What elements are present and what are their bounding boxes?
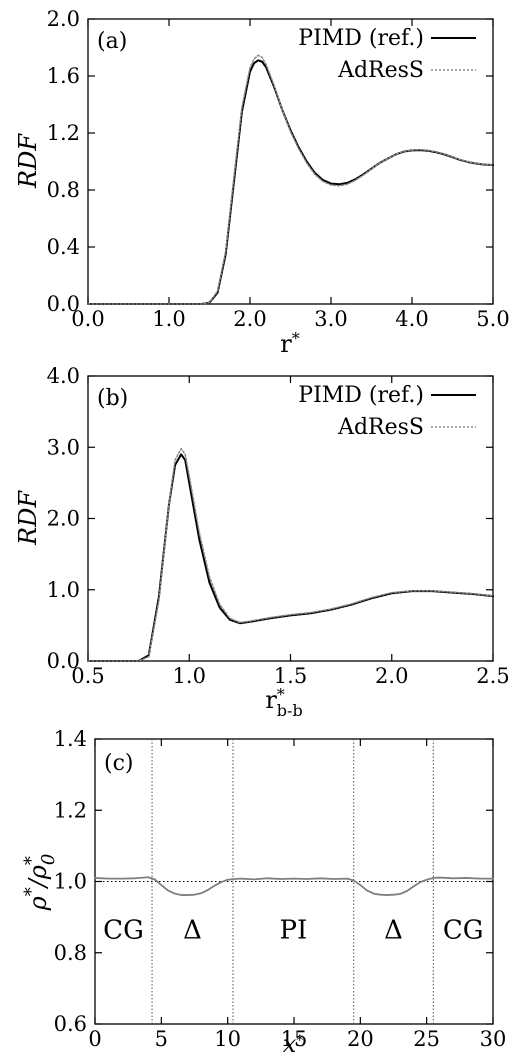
region-label-1: Δ [183, 916, 202, 946]
y-tick-label-a-5: 2.0 [47, 7, 80, 31]
panel-b: 0.5 1.0 1.5 2.0 2.5 0.0 1.0 2.0 3.0 4.0 (b) PIMD… [14, 364, 510, 720]
legend-label-adress-b: AdResS [337, 415, 424, 440]
panel-label-a: (a) [97, 29, 127, 54]
y-tick-label-c-0: 0.6 [54, 1012, 87, 1036]
x-tick-label-a-1: 1.0 [152, 307, 185, 331]
y-axis-label-c: ρ*/ρ*0 [21, 854, 59, 912]
y-tick-label-a-2: 0.8 [47, 178, 80, 202]
y-axis-label-a: RDF [14, 133, 42, 189]
series-line-c-0 [94, 876, 494, 896]
y-tick-label-c-1: 0.8 [54, 941, 87, 965]
x-tick-label-a-2: 2.0 [233, 307, 266, 331]
legend-b: PIMD (ref.) AdResS [298, 383, 476, 440]
y-tick-label-a-0: 0.0 [47, 292, 80, 316]
x-tick-label-c-3: 15 [281, 1027, 308, 1051]
region-label-2: PI [279, 916, 307, 946]
x-tick-label-b-4: 2.5 [476, 664, 509, 688]
series-line-b-1 [87, 447, 494, 662]
x-tick-label-c-6: 30 [480, 1027, 507, 1051]
lines-a [87, 54, 494, 305]
x-tick-label-a-3: 3.0 [314, 307, 347, 331]
x-tick-label-c-0: 0 [88, 1027, 101, 1051]
region-label-4: CG [443, 916, 484, 946]
y-tick-label-a-3: 1.2 [47, 121, 80, 145]
x-tick-label-a-0: 0.0 [71, 307, 104, 331]
x-tick-label-b-2: 1.5 [274, 664, 307, 688]
legend-label-adress-a: AdResS [337, 58, 424, 83]
y-tick-label-c-3: 1.2 [54, 798, 87, 822]
x-tick-label-c-2: 10 [214, 1027, 241, 1051]
x-ticks-c: 0 5 10 15 20 25 30 [88, 739, 506, 1051]
x-tick-label-c-1: 5 [155, 1027, 168, 1051]
panel-a: 0.0 1.0 2.0 3.0 4.0 5.0 0.0 0.4 0.8 1.2 1.6 2.0 (a… [14, 7, 510, 358]
x-tick-label-b-0: 0.5 [71, 664, 104, 688]
legend-label-pimd-a: PIMD (ref.) [298, 26, 424, 51]
x-ticks-b: 0.5 1.0 1.5 2.0 2.5 [71, 376, 510, 688]
y-tick-label-b-2: 2.0 [47, 507, 80, 531]
panel-label-c: (c) [104, 751, 134, 776]
x-axis-label-c: x* [283, 1030, 304, 1057]
y-tick-label-b-4: 4.0 [47, 364, 80, 388]
y-tick-label-a-1: 0.4 [47, 235, 80, 259]
series-line-a-0 [87, 59, 494, 305]
region-label-0: CG [103, 916, 144, 946]
y-tick-label-a-4: 1.6 [47, 64, 80, 88]
x-tick-label-b-3: 2.0 [375, 664, 408, 688]
y-ticks-b: 0.0 1.0 2.0 3.0 4.0 [47, 364, 493, 673]
region-label-3: Δ [384, 916, 403, 946]
series-line-b-0 [87, 453, 494, 662]
y-tick-label-b-3: 3.0 [47, 435, 80, 459]
lines-c [94, 876, 494, 896]
plot-frame-a [87, 18, 494, 305]
panel-c: 0 5 10 15 20 25 30 0.6 0.8 1.0 1.2 1.4 CG Δ PI Δ CG (c… [21, 727, 506, 1057]
plot-frame-b [87, 375, 494, 662]
y-axis-label-b: RDF [14, 490, 42, 546]
x-tick-label-c-5: 25 [413, 1027, 440, 1051]
y-ticks-a: 0.0 0.4 0.8 1.2 1.6 2.0 [47, 7, 493, 316]
series-line-a-1 [87, 54, 494, 305]
x-tick-label-b-1: 1.0 [173, 664, 206, 688]
x-axis-label-b: r* b-b [265, 685, 302, 720]
legend-label-pimd-b: PIMD (ref.) [298, 383, 424, 408]
y-tick-label-b-1: 1.0 [47, 578, 80, 602]
x-tick-label-c-4: 20 [347, 1027, 374, 1051]
y-tick-label-c-4: 1.4 [54, 727, 87, 751]
y-tick-label-b-0: 0.0 [47, 649, 80, 673]
x-tick-label-a-4: 4.0 [395, 307, 428, 331]
region-labels-c: CG Δ PI Δ CG [103, 916, 483, 946]
panel-label-b: (b) [97, 386, 128, 411]
x-ticks-a: 0.0 1.0 2.0 3.0 4.0 5.0 [71, 19, 510, 331]
legend-a: PIMD (ref.) AdResS [298, 26, 476, 83]
y-ticks-c: 0.6 0.8 1.0 1.2 1.4 [54, 727, 493, 1036]
y-tick-label-c-2: 1.0 [54, 870, 87, 894]
lines-b [87, 447, 494, 662]
x-tick-label-a-5: 5.0 [476, 307, 509, 331]
x-axis-label-a: r* [280, 329, 299, 358]
